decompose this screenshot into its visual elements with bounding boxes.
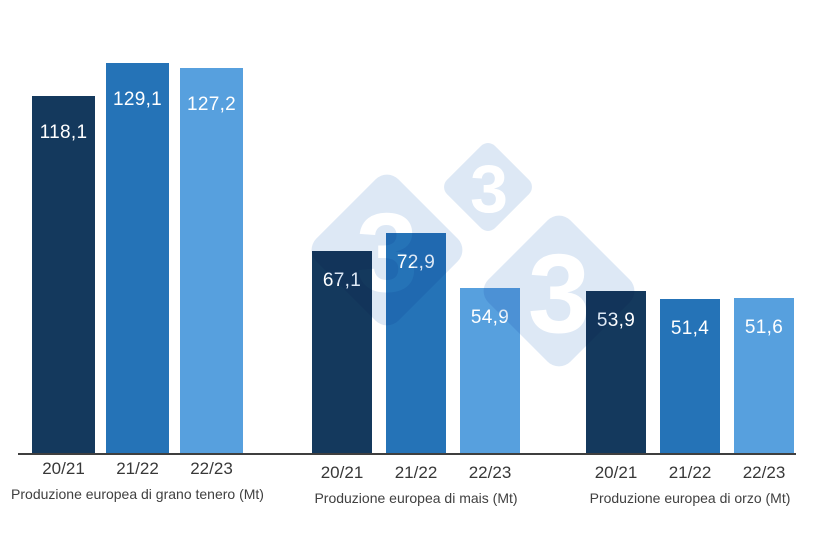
x-tick-label: 20/21 (42, 459, 85, 478)
bar-mais-22-23: 54,9 (460, 288, 520, 455)
group-caption-orzo: Produzione europea di orzo (Mt) (589, 490, 791, 506)
x-tick-label: 21/22 (116, 459, 159, 478)
group-caption-mais: Produzione europea di mais (Mt) (314, 490, 518, 506)
group-caption-grano-tenero: Produzione europea di grano tenero (Mt) (11, 486, 264, 502)
bar-value-label: 129,1 (112, 89, 163, 110)
bar-grano-21-22: 129,1 (106, 63, 169, 455)
bar-grano-20-21: 118,1 (32, 96, 95, 455)
bar-value-label: 54,9 (470, 307, 510, 328)
watermark-digit-icon: 3 (470, 151, 508, 227)
x-tick-label: 22/23 (468, 463, 512, 482)
bar-value-label: 51,6 (744, 317, 784, 338)
watermark-diamond-top: 3 (444, 143, 532, 231)
x-tick-label: 21/22 (394, 463, 438, 482)
bar-grano-22-23: 127,2 (180, 68, 243, 455)
x-tick-label: 21/22 (668, 463, 712, 482)
bar-value-label: 127,2 (186, 94, 237, 115)
watermark-digit-icon: 3 (528, 231, 590, 356)
bar-orzo-21-22: 51,4 (660, 299, 720, 455)
x-axis-line (18, 453, 796, 455)
x-tick-label: 20/21 (320, 463, 364, 482)
x-tick-label: 20/21 (594, 463, 638, 482)
bar-value-label: 118,1 (39, 122, 88, 143)
bar-value-label: 67,1 (322, 270, 362, 291)
bar-mais-20-21: 67,1 (312, 251, 372, 455)
bar-orzo-22-23: 51,6 (734, 298, 794, 455)
bar-orzo-20-21: 53,9 (586, 291, 646, 455)
x-tick-label: 22/23 (742, 463, 786, 482)
bar-value-label: 72,9 (396, 252, 436, 273)
bar-value-label: 51,4 (670, 318, 710, 339)
x-tick-label: 22/23 (190, 459, 233, 478)
bar-value-label: 53,9 (596, 310, 636, 331)
bar-mais-21-22: 72,9 (386, 233, 446, 455)
